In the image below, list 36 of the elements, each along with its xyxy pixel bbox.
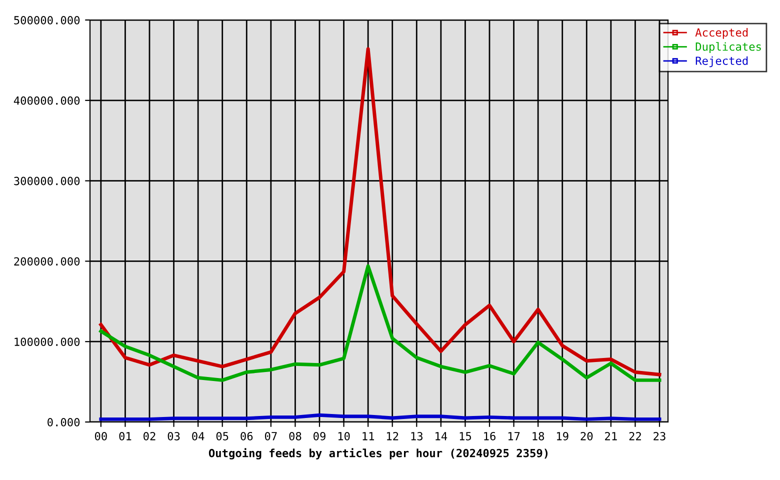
x-tick-label: 14 [436,432,448,440]
x-tick-label: 09 [314,432,326,440]
x-tick-label: 03 [168,432,180,440]
y-tick-label: 400000.000 [14,96,80,105]
x-tick-label: 22 [629,432,641,440]
x-tick-label: 07 [264,432,277,440]
y-tick-label: 500000.000 [14,16,80,24]
x-tick-label: 04 [192,432,204,440]
x-tick-label: 05 [216,432,228,440]
x-tick-label: 08 [289,432,302,440]
x-tick-label: 13 [411,432,422,440]
x-tick-label: 12 [387,432,398,440]
x-axis-title: Outgoing feeds by articles per hour (20240925 2359) [208,448,548,460]
line-series [99,264,662,382]
x-tick-label: 15 [460,432,472,440]
y-tick-label: 100000.000 [14,338,80,346]
x-tick-label: 02 [144,432,156,440]
line-series [99,47,662,376]
x-tick-label: 18 [532,432,544,440]
x-tick-label: 01 [119,432,132,440]
x-tick-label: 11 [362,432,374,440]
legend-label: Duplicates [696,42,761,53]
x-tick-label: 19 [557,432,568,440]
x-tick-label: 06 [240,432,253,440]
legend-label: Rejected [696,56,748,68]
x-tick-label: 20 [580,432,593,440]
x-tick-label: 17 [508,432,520,440]
x-tick-label: 21 [605,432,617,440]
x-tick-label: 00 [94,432,107,440]
x-tick-label: 10 [338,432,350,440]
y-tick-label: 0.000 [48,418,80,426]
x-tick-label: 23 [654,432,666,440]
legend-label: Accepted [695,28,748,39]
y-tick-label: 200000.000 [14,257,80,266]
x-tick-label: 16 [484,432,496,440]
y-tick-label: 300000.000 [14,176,80,186]
